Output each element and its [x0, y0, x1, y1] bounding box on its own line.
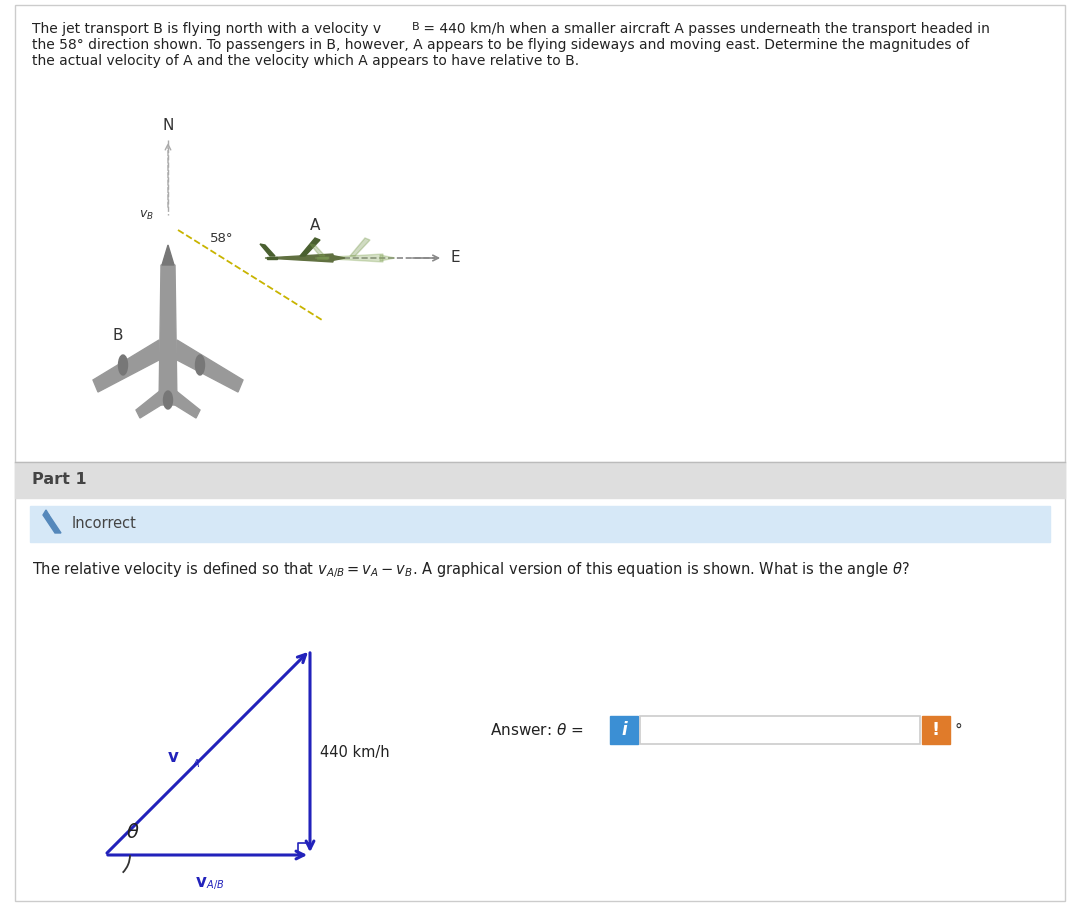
Polygon shape	[310, 244, 325, 256]
Polygon shape	[315, 254, 383, 262]
Text: = 440 km/h when a smaller aircraft A passes underneath the transport headed in: = 440 km/h when a smaller aircraft A pas…	[419, 22, 990, 36]
Polygon shape	[43, 510, 49, 515]
Polygon shape	[300, 238, 320, 256]
Text: B: B	[112, 327, 123, 342]
FancyBboxPatch shape	[610, 716, 638, 744]
Text: N: N	[162, 118, 174, 133]
Text: The relative velocity is defined so that $v_{A/B} = v_A - v_B$. A graphical vers: The relative velocity is defined so that…	[32, 560, 909, 580]
Polygon shape	[380, 255, 395, 261]
Text: $\mathbf{v}$: $\mathbf{v}$	[194, 873, 207, 891]
Polygon shape	[93, 340, 159, 392]
Polygon shape	[136, 390, 161, 418]
Text: B: B	[411, 22, 420, 32]
Polygon shape	[265, 254, 333, 262]
Text: °: °	[954, 722, 962, 737]
Text: $\theta$: $\theta$	[126, 824, 139, 843]
Text: Part 1: Part 1	[32, 473, 86, 487]
Text: E: E	[450, 250, 460, 265]
Text: Incorrect: Incorrect	[72, 516, 137, 532]
Text: The jet transport B is flying north with a velocity v: The jet transport B is flying north with…	[32, 22, 381, 36]
Bar	[15, 462, 1065, 498]
Polygon shape	[318, 257, 327, 259]
Polygon shape	[177, 340, 243, 392]
Ellipse shape	[163, 391, 173, 409]
Polygon shape	[162, 245, 174, 265]
Text: $_{A/B}$: $_{A/B}$	[205, 878, 224, 892]
Text: !: !	[932, 721, 940, 739]
Polygon shape	[330, 255, 345, 261]
FancyBboxPatch shape	[922, 716, 950, 744]
Text: 440 km/h: 440 km/h	[320, 745, 390, 760]
Polygon shape	[175, 390, 200, 418]
Ellipse shape	[119, 355, 127, 375]
Text: Answer: $\theta$ =: Answer: $\theta$ =	[490, 722, 583, 738]
FancyBboxPatch shape	[640, 716, 920, 744]
Polygon shape	[43, 515, 60, 533]
Text: $v_B$: $v_B$	[138, 208, 153, 222]
Text: $_{A}$: $_{A}$	[191, 756, 200, 769]
Polygon shape	[267, 257, 276, 259]
Text: the actual velocity of A and the velocity which A appears to have relative to B.: the actual velocity of A and the velocit…	[32, 54, 579, 68]
Polygon shape	[260, 244, 275, 256]
Text: the 58° direction shown. To passengers in B, however, A appears to be flying sid: the 58° direction shown. To passengers i…	[32, 38, 970, 52]
Text: A: A	[310, 218, 320, 234]
Text: 58°: 58°	[210, 232, 233, 245]
Text: $\mathbf{v}$: $\mathbf{v}$	[167, 748, 179, 766]
Polygon shape	[350, 238, 370, 256]
Text: i: i	[621, 721, 626, 739]
Ellipse shape	[195, 355, 204, 375]
Bar	[30, 506, 1050, 542]
Polygon shape	[159, 265, 177, 405]
